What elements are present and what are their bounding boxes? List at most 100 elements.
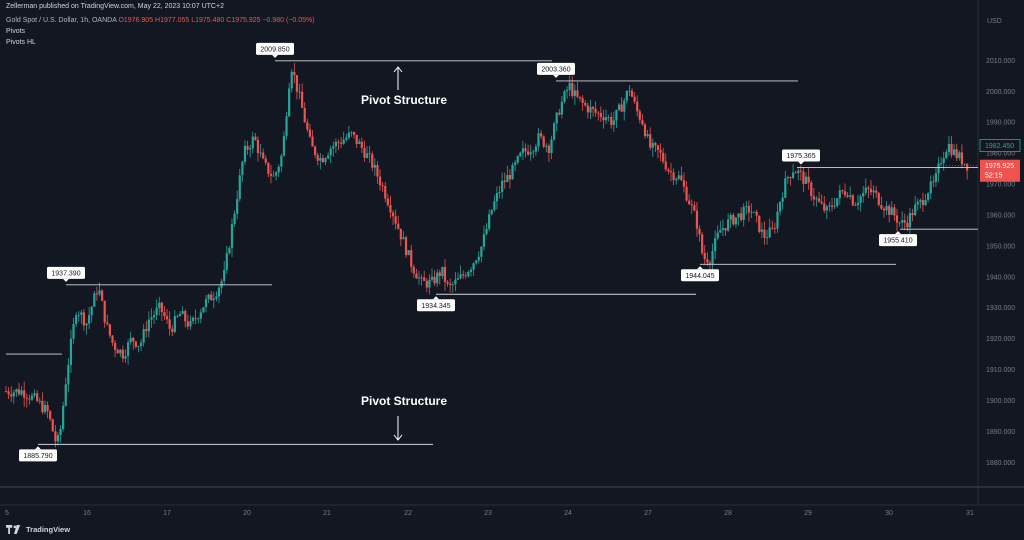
candle-body — [932, 181, 935, 183]
pivot-label-text: 1934.345 — [421, 303, 450, 310]
y-tick-label: 1940.000 — [986, 274, 1015, 281]
candle-body — [828, 205, 831, 207]
candle-body — [815, 198, 818, 200]
candle-body — [290, 71, 293, 89]
candle-body — [643, 124, 647, 137]
pivot-label-text: 1937.390 — [51, 270, 80, 277]
tradingview-logo-icon — [6, 525, 21, 534]
candle-body — [212, 298, 215, 301]
x-tick-label: 21 — [323, 510, 331, 517]
candle-body — [615, 109, 618, 121]
candle-body — [701, 234, 704, 254]
candle-body — [324, 158, 327, 163]
candle-body — [695, 210, 699, 229]
candle-body — [714, 238, 717, 252]
indicator-pivots-hl[interactable]: Pivots HL — [6, 39, 36, 46]
candle-body — [98, 290, 101, 295]
candle-body — [267, 162, 270, 174]
indicator-pivots[interactable]: Pivots — [6, 28, 26, 35]
candle-body — [550, 139, 553, 153]
candle-body — [945, 152, 948, 159]
pivot-label-box — [417, 299, 455, 312]
y-tick-label: 1880.000 — [986, 460, 1015, 467]
y-tick-label: 2010.000 — [986, 58, 1015, 65]
candle-body — [947, 143, 951, 153]
candle-body — [77, 314, 80, 316]
candle-body — [672, 172, 675, 181]
pivot-label-pointer — [433, 296, 439, 300]
candle-body — [10, 394, 13, 397]
candle-body — [495, 193, 499, 202]
candle-body — [662, 152, 665, 162]
candle-body — [327, 155, 330, 159]
currency-label: USD — [987, 18, 1002, 25]
candle-body — [67, 364, 70, 385]
candle-body — [288, 88, 291, 117]
candle-body — [560, 101, 563, 115]
candle-body — [124, 356, 127, 359]
candle-body — [708, 262, 712, 264]
candle-body — [734, 217, 738, 225]
candle-body — [552, 123, 556, 140]
pivot-label-box — [879, 234, 917, 247]
candle-body — [329, 148, 332, 156]
candle-body — [469, 269, 473, 272]
candle-body — [542, 136, 545, 147]
candle-body — [85, 323, 88, 326]
candle-body — [425, 280, 428, 288]
candle-body — [43, 404, 47, 413]
y-tick-label: 1980.000 — [986, 151, 1015, 158]
candle-body — [540, 133, 543, 137]
pivot-label-pointer — [697, 266, 703, 270]
candle-body — [781, 197, 784, 202]
pivot-label-pointer — [63, 278, 69, 282]
candle-body — [12, 392, 15, 397]
ohlc-values: O1976.905 H1977.055 L1975.480 C1975.925 … — [118, 17, 315, 24]
candle-body — [165, 316, 169, 320]
candle-body — [282, 135, 286, 156]
candle-body — [843, 191, 847, 196]
y-tick-label: 1960.000 — [986, 212, 1015, 219]
candle-body — [493, 201, 496, 210]
footer-brand[interactable]: TradingView — [6, 525, 70, 534]
candle-body — [376, 164, 379, 177]
candle-body — [314, 146, 317, 156]
candle-body — [916, 201, 919, 205]
candle-body — [854, 205, 857, 206]
candle-body — [433, 276, 436, 284]
last-price-tag[interactable] — [980, 159, 1020, 182]
candle-body — [581, 98, 584, 103]
candle-body — [456, 278, 460, 280]
candle-body — [225, 253, 228, 270]
pivot-label-box — [47, 266, 85, 279]
candle-body — [534, 146, 538, 152]
candle-body — [927, 193, 930, 200]
candle-body — [584, 102, 587, 106]
candle-body — [25, 397, 28, 399]
candle-body — [563, 91, 566, 102]
candle-body — [488, 214, 491, 229]
candle-body — [41, 400, 44, 413]
candle-body — [620, 104, 623, 112]
candle-body — [36, 393, 39, 401]
candle-body — [220, 281, 223, 288]
candle-body — [137, 346, 140, 347]
candle-body — [532, 151, 535, 153]
candle-body — [194, 317, 197, 319]
candle-body — [508, 174, 512, 180]
candle-body — [914, 204, 917, 216]
candle-body — [501, 180, 504, 193]
candle-body — [573, 90, 576, 96]
candle-body — [160, 302, 163, 313]
candle-body — [38, 400, 41, 402]
candle-body — [33, 393, 36, 396]
candle-body — [802, 171, 805, 184]
candle-body — [389, 204, 392, 213]
candle-body — [246, 145, 249, 150]
pivot-label-box — [19, 449, 57, 462]
candle-body — [355, 134, 358, 144]
candle-body — [233, 213, 236, 225]
candle-body — [685, 186, 688, 201]
candle-body — [750, 212, 753, 214]
